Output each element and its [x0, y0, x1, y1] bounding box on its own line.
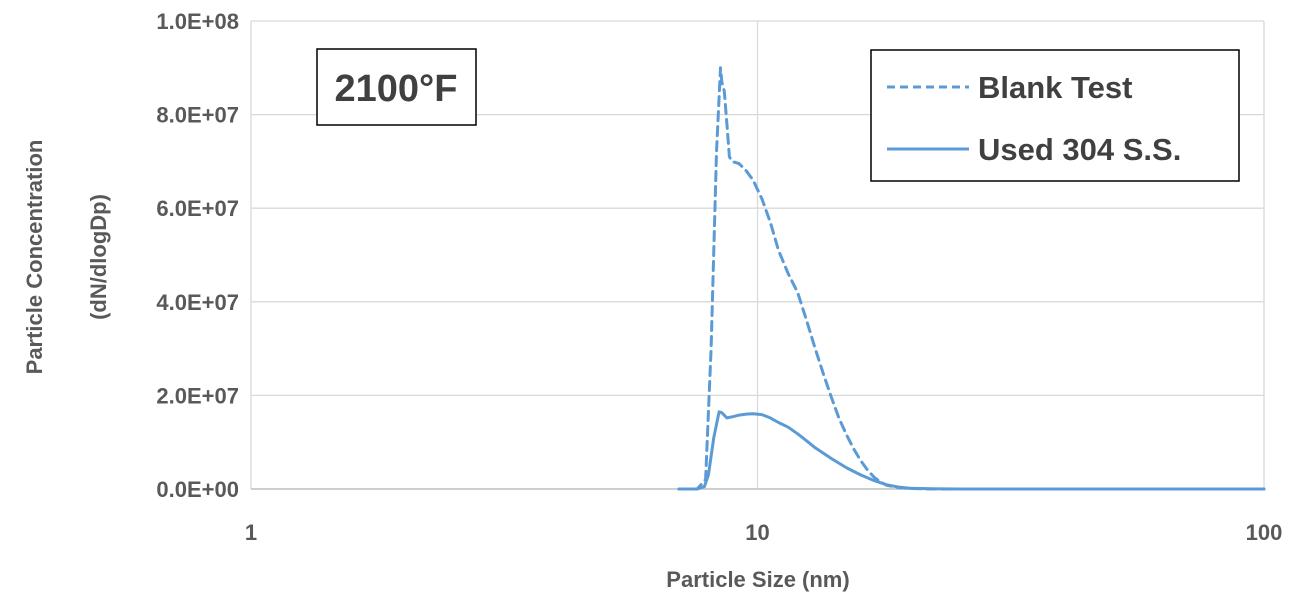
y-axis-title-line1: Particle Concentration — [22, 140, 47, 375]
legend: Blank Test Used 304 S.S. — [870, 49, 1240, 182]
series-lines — [677, 66, 1266, 491]
y-axis-title-line2: (dN/dlogDp) — [86, 194, 111, 320]
y-tick-label: 2.0E+07 — [156, 383, 239, 408]
x-axis-title: Particle Size (nm) — [666, 567, 849, 592]
annotation-label: 2100°F — [335, 68, 458, 110]
y-tick-label: 4.0E+07 — [156, 290, 239, 315]
y-tick-label: 6.0E+07 — [156, 196, 239, 221]
legend-label-blank-test: Blank Test — [978, 70, 1132, 105]
temperature-annotation: 2100°F — [316, 48, 477, 126]
x-tick-label: 100 — [1246, 520, 1283, 545]
tick-labels: 0.0E+00 2.0E+07 4.0E+07 6.0E+07 8.0E+07 1.0E+… — [156, 9, 1282, 545]
legend-box — [870, 49, 1240, 182]
x-tick-label: 10 — [745, 520, 769, 545]
y-tick-label: 1.0E+08 — [156, 9, 239, 34]
legend-label-used-304: Used 304 S.S. — [978, 132, 1181, 167]
y-tick-label: 0.0E+00 — [156, 477, 239, 502]
series-line-used-304-ss — [677, 410, 1266, 491]
y-tick-label: 8.0E+07 — [156, 103, 239, 128]
annotation-box — [316, 48, 477, 126]
x-tick-label: 1 — [245, 520, 257, 545]
